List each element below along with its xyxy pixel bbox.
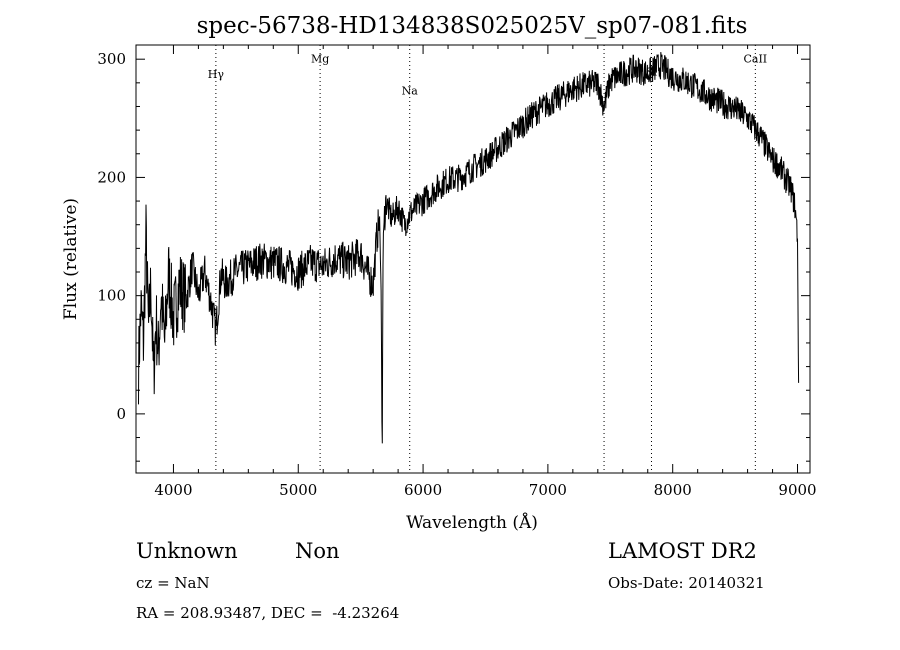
coordinates-readout: RA = 208.93487, DEC = -4.23264	[136, 604, 400, 622]
x-tick-label: 9000	[778, 481, 816, 499]
y-tick-label: 200	[97, 168, 126, 186]
plot-frame	[135, 44, 811, 474]
y-tick-label: 100	[97, 287, 126, 305]
chart-title: spec-56738-HD134838S025025V_sp07-081.fit…	[197, 13, 748, 39]
x-tick-label: 4000	[154, 481, 192, 499]
spectral-line-label: Mg	[311, 53, 329, 66]
spectral-line-markers: Hγ Mg Na Si CaII	[208, 45, 767, 473]
survey-name: LAMOST DR2	[608, 539, 757, 563]
object-subclass: Non	[295, 539, 340, 563]
spectral-line-label: Hγ	[208, 68, 225, 81]
y-tick-label: 0	[116, 405, 126, 423]
spectrum-series	[138, 52, 800, 444]
y-tick-label: 300	[97, 50, 126, 68]
y-axis-label: Flux (relative)	[61, 198, 81, 320]
redshift-readout: cz = NaN	[136, 574, 210, 592]
spectral-line-label: CaII	[743, 53, 767, 66]
spectral-line-label: Na	[402, 85, 419, 98]
spectral-line-label: Si	[646, 66, 658, 79]
x-tick-label: 8000	[654, 481, 692, 499]
spectrum-line	[138, 52, 800, 444]
x-tick-label: 7000	[529, 481, 567, 499]
object-class: Unknown	[136, 539, 238, 563]
x-axis-label: Wavelength (Å)	[406, 512, 538, 533]
x-tick-label: 5000	[279, 481, 317, 499]
x-tick-label: 6000	[404, 481, 442, 499]
axes: 4000 5000 6000 7000 8000 9000 0 100 200 300	[97, 45, 817, 499]
observation-date: Obs-Date: 20140321	[608, 574, 765, 592]
